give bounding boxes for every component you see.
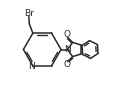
Text: N: N [28,62,34,71]
Text: O: O [64,30,71,39]
Text: N: N [64,45,71,54]
Text: Br: Br [24,9,34,18]
Text: O: O [64,60,71,69]
